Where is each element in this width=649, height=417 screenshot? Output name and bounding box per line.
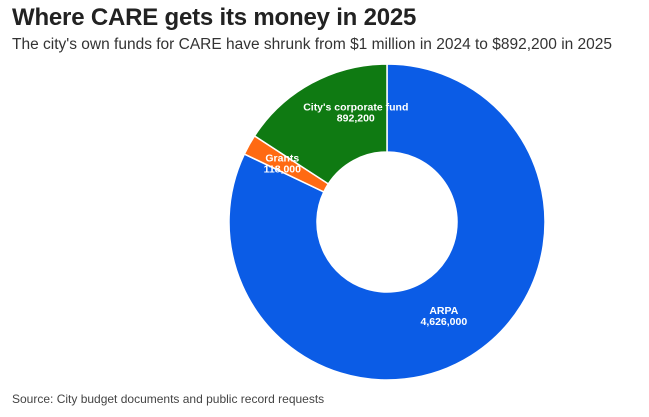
source-note: Source: City budget documents and public…	[12, 392, 325, 406]
chart-title: Where CARE gets its money in 2025	[12, 4, 417, 31]
slice-city-s-corporate-fund	[253, 63, 388, 185]
slice-label-city-s-corporate-fund: City's corporate fund 892,200	[303, 101, 408, 124]
chart-subtitle: The city's own funds for CARE have shrun…	[12, 36, 613, 53]
slice-label-arpa: ARPA 4,626,000	[420, 305, 467, 328]
slice-arpa	[228, 63, 546, 381]
slice-label-grants: Grants 118,000	[264, 152, 302, 175]
